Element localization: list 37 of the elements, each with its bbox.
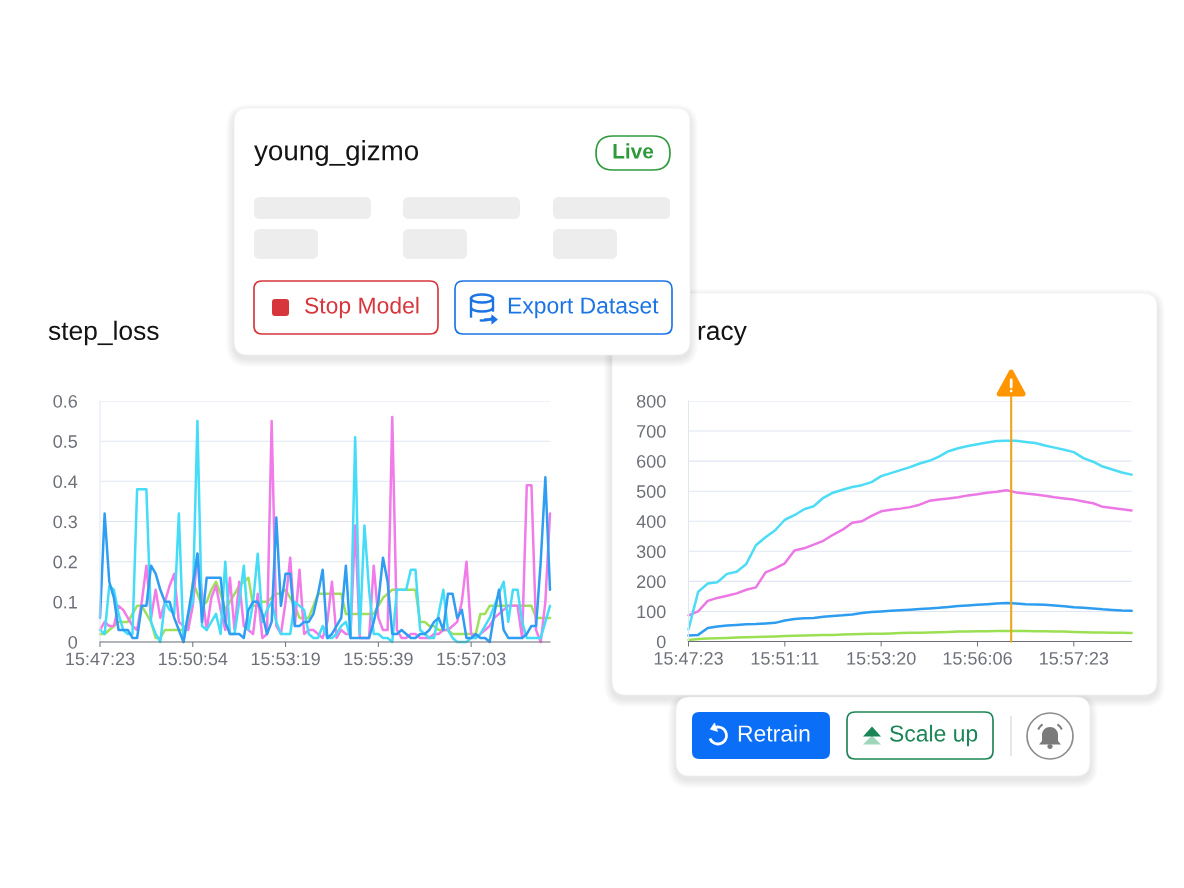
chart-title: step_loss	[48, 320, 159, 346]
line-series	[687, 601, 1133, 637]
y-tick-label: 0.6	[53, 394, 77, 408]
text: Scale up	[890, 724, 978, 747]
chart-title: racy	[698, 325, 747, 346]
y-tick-label: 100	[637, 605, 666, 619]
text: Live	[613, 143, 654, 159]
text: young_gizmo	[254, 140, 419, 166]
y-tick-label: 300	[636, 545, 666, 559]
x-tick-label: 15:47:23	[654, 651, 723, 665]
x-tick-label: 15:56:06	[943, 651, 1012, 665]
text: Export Dataset	[508, 297, 659, 319]
y-tick-label: 0.5	[53, 435, 78, 448]
y-tick-label: 0	[656, 635, 666, 649]
line-series	[687, 489, 1133, 617]
x-tick-label: 15:57:23	[1040, 651, 1109, 665]
x-tick-label: 15:53:20	[847, 651, 916, 665]
x-tick-label: 15:57:03	[437, 652, 506, 666]
x-tick-label: 15:47:23	[66, 652, 135, 666]
x-tick-label: 15:51:11	[751, 652, 819, 665]
text: Retrain	[738, 724, 810, 742]
x-tick-label: 15:55:39	[344, 652, 413, 666]
text: Stop Model	[305, 296, 419, 319]
y-tick-label: 700	[637, 425, 666, 438]
y-tick-label: 600	[637, 455, 666, 468]
y-tick-label: 200	[637, 575, 666, 589]
y-tick-label: 0.4	[53, 475, 78, 489]
y-tick-label: 500	[636, 485, 666, 498]
y-tick-label: 800	[636, 394, 666, 408]
x-tick-label: 15:53:19	[251, 652, 320, 666]
y-tick-label: 0.2	[53, 555, 77, 569]
y-tick-label: 0.1	[53, 595, 77, 609]
x-tick-label: 15:50:54	[159, 652, 228, 666]
y-tick-label: 400	[636, 515, 666, 528]
y-tick-label: 0.3	[53, 515, 77, 529]
y-tick-label: 0	[68, 635, 78, 649]
line-series	[687, 439, 1133, 631]
